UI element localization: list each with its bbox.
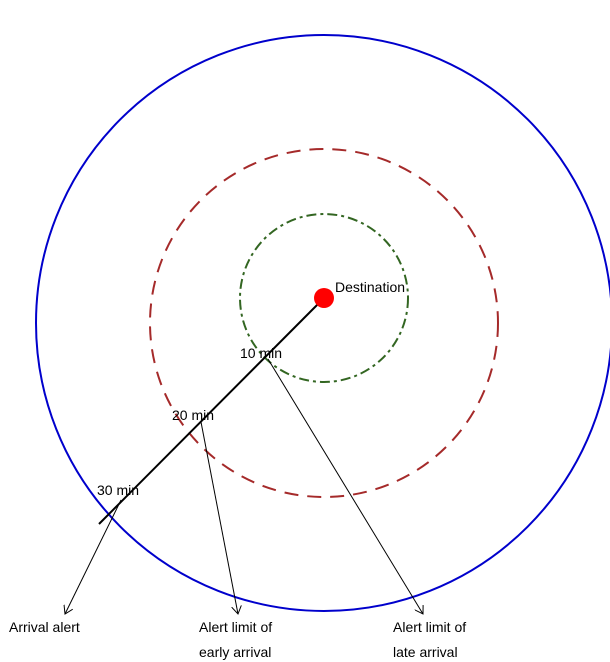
middle-zone-circle	[149, 148, 499, 498]
time-mark-10-label: 10 min	[240, 345, 282, 361]
inner-zone-circle	[239, 213, 409, 383]
late-arrival-pointer	[267, 358, 423, 614]
route-line	[98, 297, 325, 525]
late-arrival-label-line2: late arrival	[393, 644, 458, 660]
early-arrival-label-line2: early arrival	[199, 644, 271, 660]
arrival-alert-label: Arrival alert	[9, 619, 80, 635]
arrival-alert-pointer	[65, 499, 122, 614]
early-arrival-pointer	[200, 421, 238, 614]
early-arrival-label-line1: Alert limit of	[199, 619, 272, 635]
destination-label: Destination	[335, 279, 405, 295]
time-mark-30-label: 30 min	[97, 482, 139, 498]
destination-marker	[314, 288, 334, 308]
outer-zone-circle	[35, 34, 610, 612]
late-arrival-label-line1: Alert limit of	[393, 619, 466, 635]
time-mark-20-label: 20 min	[172, 407, 214, 423]
